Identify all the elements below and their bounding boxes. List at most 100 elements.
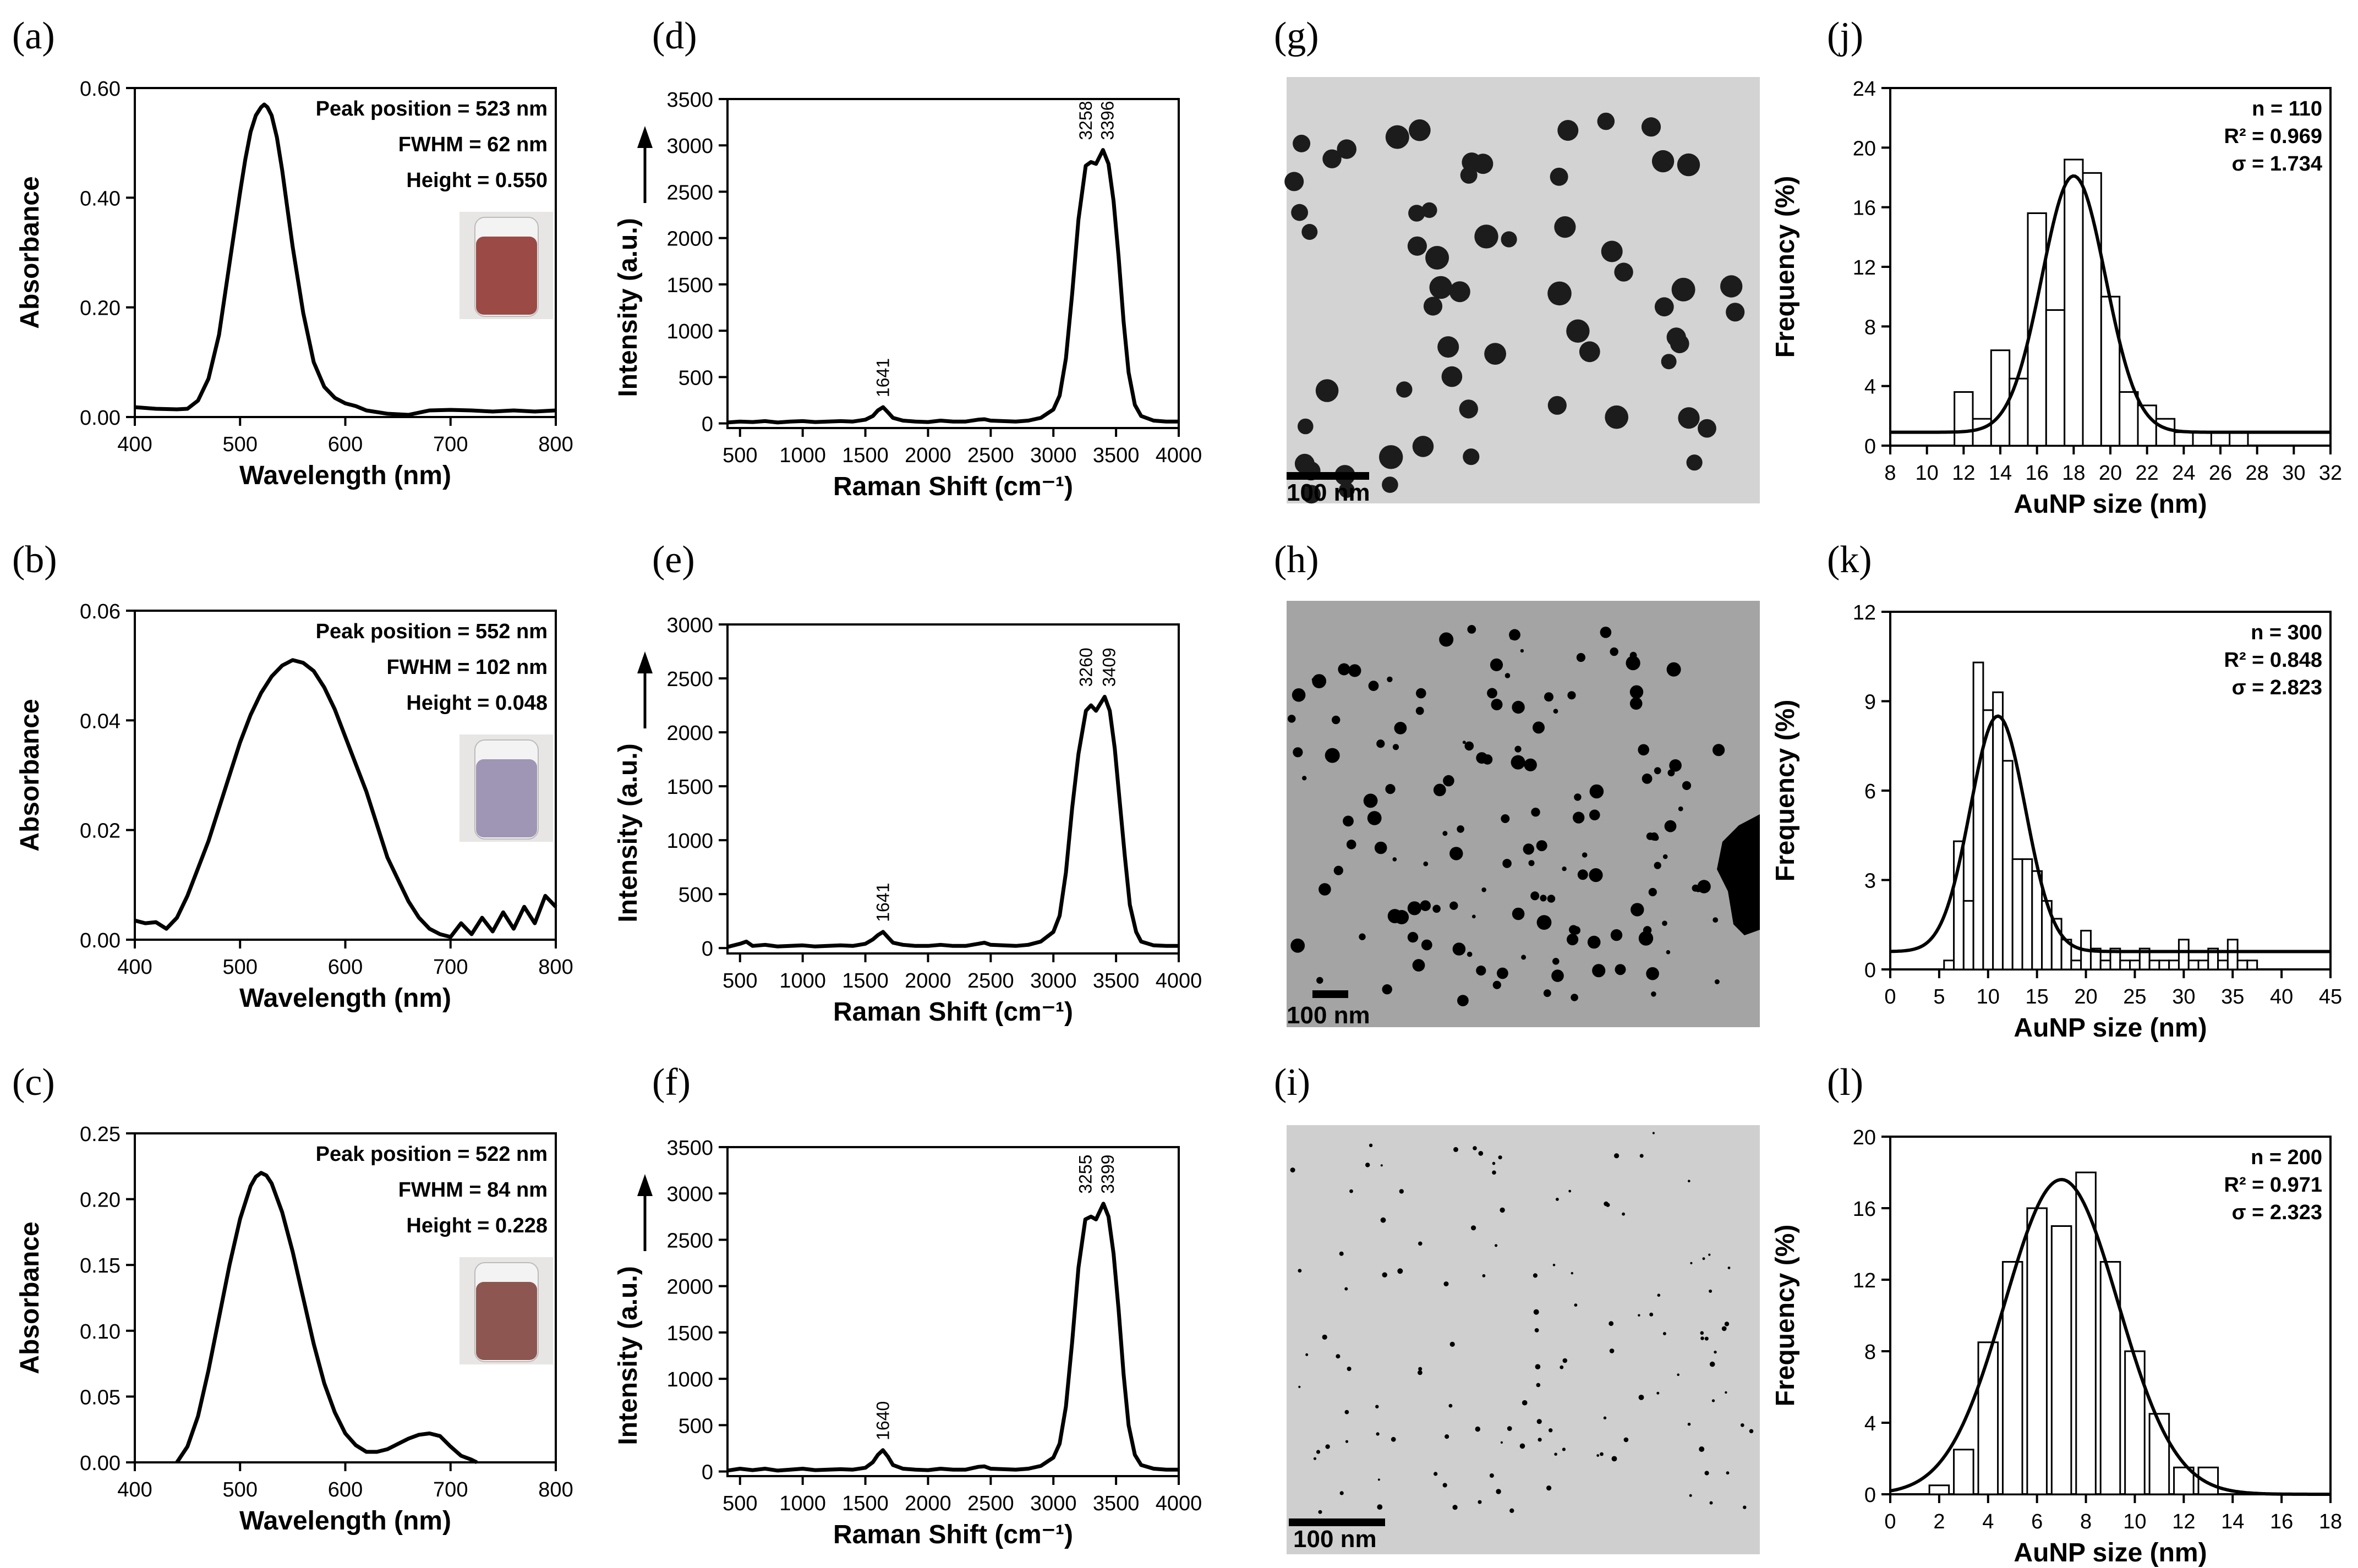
x-tick-label: 10 (2123, 1510, 2146, 1533)
x-axis-title: Wavelength (nm) (239, 1506, 451, 1536)
x-tick-label: 1500 (842, 444, 889, 467)
y-axis-title: Intensity (a.u.) (614, 743, 643, 922)
histogram-bar (2137, 404, 2157, 447)
y-tick-label: 0 (1864, 959, 1876, 982)
histogram-bar (2124, 1350, 2146, 1495)
histogram-bar (2099, 960, 2111, 971)
panel-label-a: (a) (12, 15, 55, 57)
x-tick-label: 12 (2172, 1510, 2195, 1533)
panel-label-k: (k) (1827, 539, 1872, 581)
y-tick-label: 20 (1853, 137, 1876, 160)
x-tick-label: 4000 (1156, 969, 1202, 993)
x-tick-label: 22 (2136, 462, 2159, 485)
x-axis-title: Wavelength (nm) (239, 461, 451, 490)
histogram-bar (2119, 391, 2139, 447)
x-tick-label: 14 (1989, 462, 2012, 485)
y-tick-label: 1500 (666, 274, 713, 297)
x-tick-label: 32 (2319, 462, 2342, 485)
series-line (727, 694, 1179, 949)
annotation-line: Height = 0.550 (406, 169, 548, 192)
scale-bar-i (1289, 1518, 1385, 1526)
peak-label: 3399 (1098, 1155, 1118, 1194)
histogram-bar (2192, 431, 2212, 447)
arrow-head-icon (637, 126, 653, 148)
peak-label: 3396 (1097, 101, 1117, 140)
histogram-bar (1990, 349, 2011, 447)
y-tick-label: 500 (679, 884, 713, 907)
x-tick-label: 1500 (842, 1492, 889, 1515)
x-tick-label: 4000 (1156, 1492, 1202, 1515)
panel-label-g: (g) (1274, 15, 1319, 57)
y-tick-label: 0.00 (80, 929, 121, 952)
x-tick-label: 20 (2099, 462, 2122, 485)
x-tick-label: 8 (1884, 462, 1896, 485)
histogram-chart-k: 0 5 10 15 20 25 30 35 40 45 0 3 6 9 12 AuNP size (nm) Fr… (1771, 601, 2342, 1043)
histogram-bar (2197, 960, 2209, 971)
series-line (134, 658, 557, 939)
y-tick-label: 0.00 (80, 407, 121, 430)
histogram-bar (2138, 947, 2151, 971)
y-tick-label: 0 (1864, 435, 1876, 458)
x-tick-label: 500 (723, 444, 757, 467)
y-tick-label: 0.60 (80, 78, 121, 101)
x-tick-label: 600 (328, 1478, 363, 1501)
y-axis-title: Absorbance (15, 1221, 45, 1374)
x-tick-label: 800 (538, 956, 573, 979)
y-tick-label: 24 (1853, 78, 1876, 101)
panel-label-h: (h) (1274, 539, 1319, 581)
histogram-bar (2217, 960, 2229, 971)
scale-bar-h (1312, 990, 1348, 998)
x-tick-label: 18 (2319, 1510, 2342, 1533)
histogram-bar (2001, 760, 2014, 971)
y-tick-label: 500 (679, 366, 713, 390)
histogram-bar (2026, 1207, 2048, 1495)
y-tick-label: 2000 (666, 722, 713, 745)
y-tick-label: 16 (1853, 1198, 1876, 1221)
tem-image-i: 100 nm (1287, 1125, 1760, 1554)
y-tick-label: 0.20 (80, 1189, 121, 1212)
annotation-line: Height = 0.048 (406, 692, 548, 715)
x-tick-label: 24 (2172, 462, 2195, 485)
histogram-bar (2226, 939, 2239, 971)
stat-label: R² = 0.971 (2224, 1174, 2323, 1197)
y-tick-label: 0.05 (80, 1386, 121, 1409)
panel-label-d: (d) (652, 15, 697, 57)
y-tick-label: 500 (679, 1415, 713, 1438)
x-axis-title: Raman Shift (cm⁻¹) (833, 997, 1073, 1027)
x-tick-label: 16 (2270, 1510, 2293, 1533)
y-tick-label: 0.40 (80, 187, 121, 210)
tem-image-g: 100 nm (1284, 77, 1760, 506)
x-tick-label: 600 (328, 956, 363, 979)
x-tick-label: 3500 (1093, 444, 1140, 467)
x-tick-label: 700 (433, 433, 468, 456)
x-tick-label: 1000 (779, 969, 826, 993)
annotation-line: Peak position = 522 nm (316, 1143, 548, 1166)
y-tick-label: 12 (1853, 601, 1876, 624)
y-axis-title: Frequency (%) (1771, 700, 1800, 882)
histogram-bar (2178, 939, 2190, 971)
x-tick-label: 8 (2080, 1510, 2092, 1533)
histogram-bar (1972, 418, 1992, 447)
y-tick-label: 3500 (666, 1137, 713, 1160)
plot-frame (726, 1146, 1180, 1477)
histogram-bar (2119, 960, 2131, 971)
histogram-bar (2207, 947, 2219, 971)
histogram-chart-j: 8 10 12 14 16 18 20 22 24 26 28 30 32 0 4 8 12 16 20 24 AuNP… (1771, 78, 2342, 519)
x-tick-label: 3500 (1093, 969, 1140, 993)
histogram-bar (2148, 1413, 2170, 1495)
panel-label-l: (l) (1827, 1061, 1863, 1104)
histogram-bar (1943, 960, 1955, 971)
y-tick-label: 3000 (666, 614, 713, 637)
y-tick-label: 2000 (666, 228, 713, 251)
histogram-bar (1992, 691, 2004, 971)
annotation-line: Peak position = 552 nm (316, 620, 548, 643)
panel-label-c: (c) (12, 1061, 55, 1104)
y-axis-title: Frequency (%) (1771, 1225, 1800, 1407)
arrow-head-icon (637, 1174, 653, 1196)
histogram-bar (1928, 1484, 1950, 1495)
y-tick-label: 4 (1864, 1412, 1876, 1435)
stat-label: n = 200 (2251, 1146, 2322, 1169)
x-tick-label: 3000 (1030, 444, 1077, 467)
peak-label: 3255 (1075, 1155, 1095, 1194)
